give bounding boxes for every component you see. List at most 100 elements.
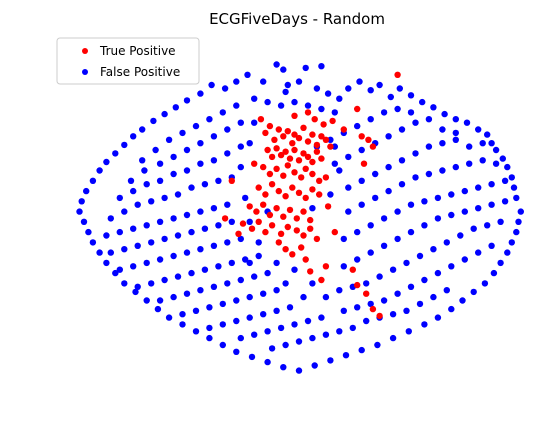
false-positive-point-284 [479, 140, 486, 147]
false-positive-point-112 [197, 160, 204, 167]
true-positive-point-78 [251, 160, 258, 167]
false-positive-point-268 [425, 170, 433, 178]
false-positive-point-240 [394, 235, 401, 243]
false-positive-point-135 [224, 201, 231, 208]
true-positive-point-72 [298, 244, 305, 251]
false-positive-point-150 [170, 252, 177, 260]
true-positive-point-45 [295, 189, 303, 196]
true-positive-point-66 [293, 227, 300, 234]
false-positive-point-267 [412, 174, 419, 181]
false-positive-point-192 [264, 328, 271, 335]
false-positive-point-5 [284, 81, 291, 89]
false-positive-point-206 [389, 311, 397, 318]
false-positive-point-76 [448, 305, 455, 313]
true-positive-point-88 [365, 136, 372, 143]
false-positive-point-31 [208, 81, 215, 89]
false-positive-point-316 [291, 266, 298, 273]
false-positive-point-24 [492, 146, 500, 154]
false-positive-point-132 [183, 211, 191, 219]
false-positive-point-89 [139, 157, 146, 164]
false-positive-point-181 [260, 290, 267, 297]
false-positive-point-97 [127, 177, 135, 184]
false-positive-point-276 [372, 170, 379, 178]
false-positive-point-260 [488, 181, 495, 188]
true-positive-point-4 [280, 133, 287, 140]
false-positive-point-225 [363, 280, 370, 287]
false-positive-point-253 [394, 208, 401, 215]
false-positive-point-234 [484, 222, 491, 229]
false-positive-point-229 [416, 252, 424, 260]
false-positive-point-13 [387, 93, 394, 101]
false-positive-point-98 [141, 167, 148, 174]
false-positive-point-99 [156, 160, 164, 167]
false-positive-point-327 [237, 163, 244, 171]
true-positive-point-74 [275, 239, 282, 246]
false-positive-point-304 [264, 98, 271, 106]
true-positive-point-28 [318, 155, 325, 162]
false-positive-point-176 [192, 307, 200, 314]
false-positive-point-237 [354, 256, 361, 263]
false-positive-point-279 [412, 150, 419, 157]
false-positive-point-211 [340, 307, 347, 314]
true-positive-point-19 [277, 151, 285, 159]
false-positive-point-201 [322, 331, 330, 338]
false-positive-point-46 [76, 208, 83, 215]
false-positive-point-251 [367, 222, 374, 229]
true-positive-point-98 [363, 290, 370, 297]
false-positive-point-115 [237, 143, 244, 150]
true-positive-point-52 [266, 211, 274, 219]
false-positive-point-301 [394, 105, 401, 113]
true-positive-point-54 [280, 213, 287, 220]
false-positive-point-249 [340, 235, 347, 243]
true-positive-point-80 [291, 112, 298, 120]
false-positive-point-210 [443, 287, 450, 294]
false-positive-point-242 [421, 222, 428, 229]
false-positive-point-1 [280, 66, 287, 73]
false-positive-point-323 [327, 191, 334, 198]
false-positive-point-168 [183, 290, 191, 297]
false-positive-point-109 [156, 177, 164, 184]
false-positive-point-87 [513, 194, 520, 202]
false-positive-point-93 [192, 122, 200, 130]
false-positive-point-92 [179, 129, 186, 137]
true-positive-point-50 [253, 208, 260, 215]
false-positive-point-182 [273, 287, 280, 294]
false-positive-point-22 [484, 131, 491, 138]
false-positive-point-307 [304, 102, 312, 109]
false-positive-point-86 [517, 208, 524, 215]
true-positive-point-3 [275, 126, 282, 133]
false-positive-point-186 [246, 314, 253, 321]
true-positive-point-84 [329, 117, 336, 125]
false-positive-point-244 [448, 211, 455, 219]
false-positive-point-95 [219, 109, 226, 116]
false-positive-point-50 [96, 249, 103, 256]
false-positive-point-153 [210, 242, 218, 249]
false-positive-point-144 [215, 222, 222, 229]
false-positive-point-171 [224, 280, 231, 287]
true-positive-point-101 [394, 71, 401, 79]
false-positive-point-215 [394, 290, 401, 297]
false-positive-point-56 [154, 305, 162, 313]
false-positive-point-286 [345, 153, 352, 161]
false-positive-point-117 [121, 208, 128, 215]
false-positive-point-263 [358, 201, 365, 208]
false-positive-point-262 [345, 208, 352, 215]
true-positive-point-9 [300, 124, 307, 131]
false-positive-point-65 [280, 364, 287, 371]
false-positive-point-139 [148, 239, 155, 246]
true-positive-point-57 [300, 208, 307, 215]
true-positive-point-39 [255, 184, 262, 191]
true-positive-point-70 [282, 246, 289, 253]
false-positive-point-203 [349, 324, 356, 332]
true-positive-point-18 [273, 145, 280, 152]
true-positive-point-56 [293, 215, 300, 222]
false-positive-point-183 [206, 324, 213, 332]
true-positive-point-85 [340, 126, 347, 133]
false-positive-point-160 [188, 269, 195, 277]
true-positive-point-61 [255, 218, 262, 225]
false-positive-point-12 [376, 81, 383, 89]
false-positive-point-28 [244, 71, 251, 79]
false-positive-point-47 [80, 218, 88, 225]
true-positive-point-34 [291, 169, 298, 176]
